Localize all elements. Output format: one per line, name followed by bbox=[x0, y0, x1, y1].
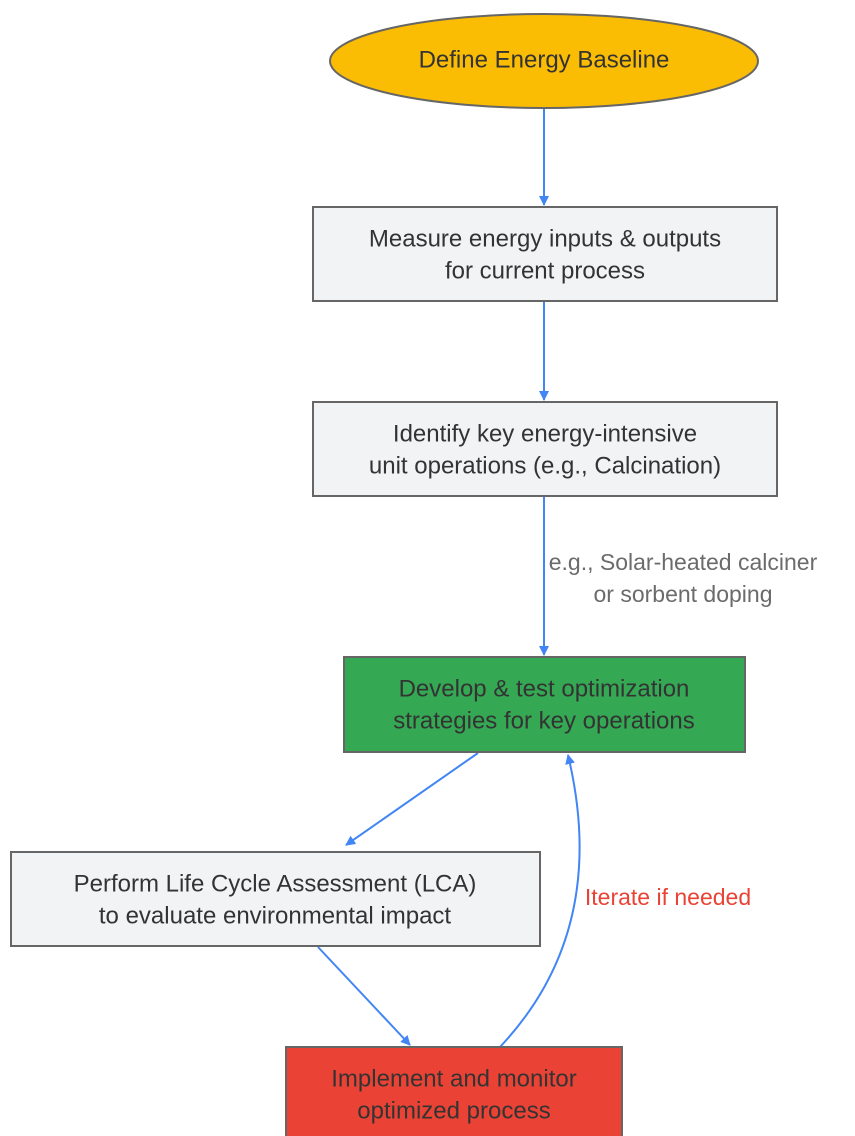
edge bbox=[499, 754, 581, 1048]
edge-label: e.g., Solar-heated calciner bbox=[549, 549, 818, 575]
node-text: Perform Life Cycle Assessment (LCA) bbox=[74, 870, 477, 897]
node-text: Implement and monitor bbox=[331, 1065, 576, 1092]
node-text: Identify key energy-intensive bbox=[393, 420, 697, 447]
edge-label: Iterate if needed bbox=[585, 884, 751, 910]
node-text: Measure energy inputs & outputs bbox=[369, 225, 721, 252]
node-text: for current process bbox=[445, 257, 645, 284]
node-text: strategies for key operations bbox=[393, 707, 695, 734]
edge-label: or sorbent doping bbox=[593, 581, 772, 607]
node-start bbox=[329, 13, 759, 109]
node bbox=[312, 206, 778, 302]
edge bbox=[345, 752, 479, 846]
node-text: to evaluate environmental impact bbox=[99, 902, 452, 929]
node-text: optimized process bbox=[357, 1097, 550, 1124]
node-text: Develop & test optimization bbox=[399, 675, 690, 702]
node bbox=[285, 1046, 623, 1136]
node bbox=[312, 401, 778, 497]
node bbox=[343, 656, 746, 753]
node-text: Define Energy Baseline bbox=[419, 46, 670, 73]
node bbox=[10, 851, 541, 947]
edge bbox=[317, 946, 411, 1046]
node-text: unit operations (e.g., Calcination) bbox=[369, 452, 721, 479]
